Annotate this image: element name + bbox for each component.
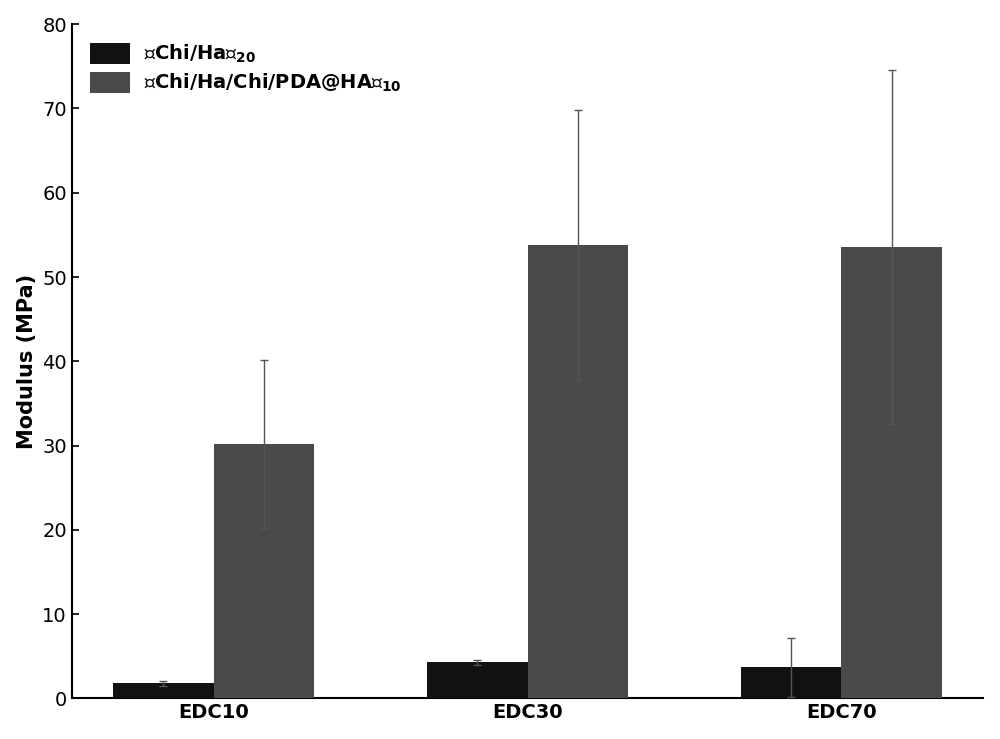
- Legend: （Chi/Ha）$_{\mathbf{20}}$, （Chi/Ha/Chi/PDA@HA）$_{\mathbf{10}}$: （Chi/Ha）$_{\mathbf{20}}$, （Chi/Ha/Chi/PD…: [81, 33, 411, 103]
- Bar: [741, 667, 841, 698]
- Y-axis label: Modulus (MPa): Modulus (MPa): [17, 273, 37, 449]
- Bar: [841, 247, 942, 698]
- Bar: [113, 684, 214, 698]
- Bar: [214, 444, 314, 698]
- Bar: [427, 662, 528, 698]
- Bar: [528, 245, 628, 698]
